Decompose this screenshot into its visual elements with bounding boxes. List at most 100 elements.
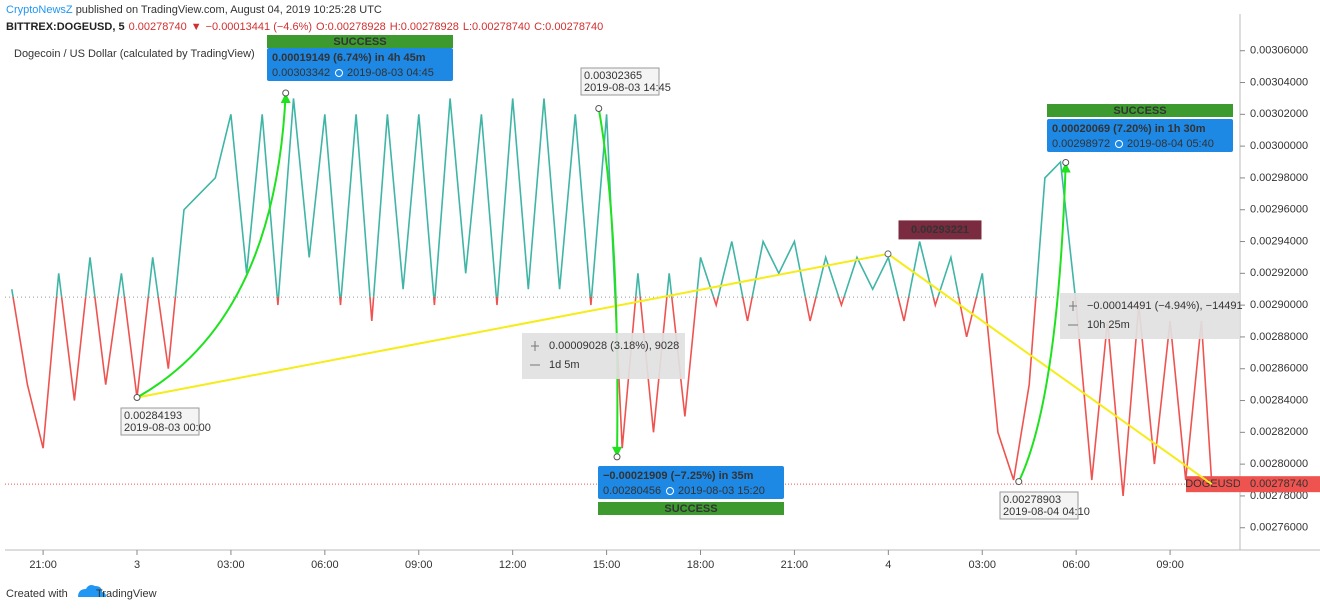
price-tag-text: 0.00278740 (1250, 478, 1308, 490)
range-change: 0.00009028 (3.18%), 9028 (549, 340, 679, 352)
x-tick-label: 12:00 (499, 559, 527, 571)
quote-part: C:0.00278740 (534, 21, 603, 33)
header-line-1: CryptoNewsZ published on TradingView.com… (6, 4, 382, 16)
peak-label: 0.00293221 (911, 224, 969, 236)
y-tick-label: 0.00294000 (1250, 235, 1308, 247)
point-time: 2019-08-03 00:00 (124, 422, 211, 434)
x-tick-label: 4 (885, 559, 891, 571)
x-tick-label: 09:00 (1156, 559, 1184, 571)
success-bar (267, 35, 453, 48)
arrow-head (612, 446, 623, 457)
point-price: 0.00302365 (584, 70, 642, 82)
forecast-price: 0.00280456 (603, 485, 661, 497)
price-point (133, 393, 141, 401)
x-tick-label: 18:00 (687, 559, 715, 571)
y-tick-label: 0.00306000 (1250, 45, 1308, 57)
point-price: 0.00278903 (1003, 494, 1061, 506)
x-tick-label: 15:00 (593, 559, 621, 571)
x-tick-label: 21:00 (781, 559, 809, 571)
y-tick-label: 0.00276000 (1250, 522, 1308, 534)
x-tick-label: 03:00 (968, 559, 996, 571)
quote-part: ▼ (191, 21, 202, 33)
y-tick-label: 0.00278000 (1250, 490, 1308, 502)
author: CryptoNewsZ (6, 4, 73, 16)
brand-logo (78, 585, 106, 597)
x-tick-label: 06:00 (1062, 559, 1090, 571)
y-tick-label: 0.00290000 (1250, 299, 1308, 311)
x-tick-label: 06:00 (311, 559, 339, 571)
peak-point (884, 250, 892, 258)
success-text: SUCCESS (333, 36, 386, 48)
quote-part: 0.00278740 (129, 21, 187, 33)
forecast-change: −0.00021909 (−7.25%) in 35m (603, 470, 754, 482)
forecast-time: 2019-08-03 15:20 (678, 485, 765, 497)
quote-part: H:0.00278928 (390, 21, 459, 33)
quote-part: −0.00013441 (−4.6%) (206, 21, 312, 33)
clock-icon (666, 487, 674, 495)
forecast-time: 2019-08-04 05:40 (1127, 138, 1214, 150)
forecast-price: 0.00298972 (1052, 138, 1110, 150)
clock-icon (1115, 140, 1123, 148)
point-box (120, 407, 200, 436)
x-tick-label: 21:00 (29, 559, 57, 571)
forecast-box (1047, 119, 1233, 152)
y-tick-label: 0.00288000 (1250, 331, 1308, 343)
quote-part: L:0.00278740 (463, 21, 530, 33)
y-tick-label: 0.00292000 (1250, 267, 1308, 279)
success-text: SUCCESS (1113, 105, 1166, 117)
price-point (595, 105, 603, 113)
forecast-arrow (1017, 162, 1067, 483)
x-tick-label: 03:00 (217, 559, 245, 571)
range-box (522, 333, 685, 379)
range-box (1060, 293, 1240, 339)
forecast-target (1062, 158, 1070, 166)
point-price: 0.00284193 (124, 410, 182, 422)
forecast-change: 0.00019149 (6.74%) in 4h 45m (272, 52, 426, 64)
symbol: BITTREX:DOGEUSD, 5 (6, 21, 125, 33)
y-tick-label: 0.00286000 (1250, 363, 1308, 375)
peak-box (897, 219, 983, 241)
y-tick-label: 0.00304000 (1250, 76, 1308, 88)
range-change: −0.00014491 (−4.94%), −14491 (1087, 300, 1243, 312)
forecast-arrow (136, 92, 287, 399)
y-tick-label: 0.00296000 (1250, 204, 1308, 216)
range-duration: 1d 5m (549, 359, 580, 371)
x-tick-label: 3 (134, 559, 140, 571)
price-point (1015, 478, 1023, 486)
price-tag (1240, 476, 1320, 493)
success-text: SUCCESS (664, 503, 717, 515)
arrow-head (1060, 162, 1071, 173)
footer-text: Created with (6, 588, 68, 600)
success-bar (598, 502, 784, 515)
y-tick-label: 0.00280000 (1250, 458, 1308, 470)
point-box (580, 67, 660, 96)
point-box (999, 491, 1079, 520)
y-tick-label: 0.00300000 (1250, 140, 1308, 152)
published: published on TradingView.com, August 04,… (76, 4, 382, 16)
forecast-arrow (597, 108, 619, 457)
y-tick-label: 0.00282000 (1250, 426, 1308, 438)
forecast-price: 0.00303342 (272, 67, 330, 79)
forecast-box (598, 466, 784, 499)
forecast-target (613, 453, 621, 461)
point-time: 2019-08-04 04:10 (1003, 506, 1090, 518)
forecast-box (267, 48, 453, 81)
footer-brand[interactable]: TradingView (96, 588, 157, 600)
y-tick-label: 0.00298000 (1250, 172, 1308, 184)
y-tick-label: 0.00284000 (1250, 394, 1308, 406)
success-bar (1047, 104, 1233, 117)
symbol-tag-text: DOGEUSD (1185, 478, 1241, 490)
arrow-head (280, 92, 291, 103)
point-time: 2019-08-03 14:45 (584, 82, 671, 94)
range-duration: 10h 25m (1087, 319, 1130, 331)
forecast-target (282, 89, 290, 97)
chart-title: Dogecoin / US Dollar (calculated by Trad… (14, 48, 255, 60)
clock-icon (335, 69, 343, 77)
y-tick-label: 0.00302000 (1250, 108, 1308, 120)
forecast-change: 0.00020069 (7.20%) in 1h 30m (1052, 123, 1206, 135)
header-line-2: BITTREX:DOGEUSD, 5 0.00278740 ▼ −0.00013441… (6, 21, 603, 33)
quote-part: O:0.00278928 (316, 21, 386, 33)
symbol-tag (1186, 476, 1240, 493)
